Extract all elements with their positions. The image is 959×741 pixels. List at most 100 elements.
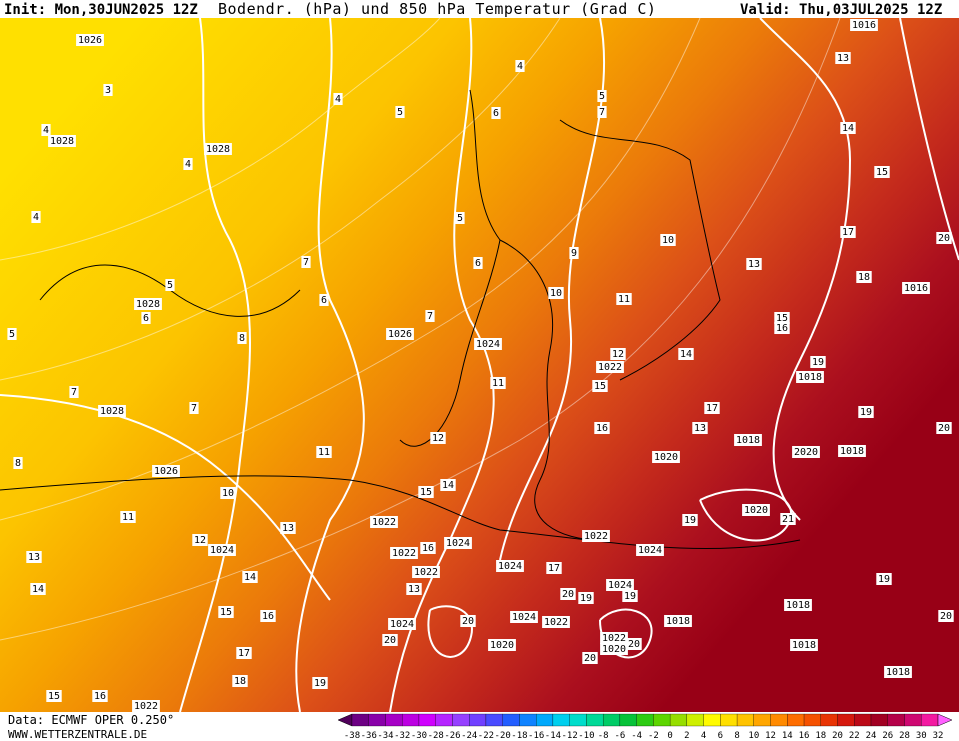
label-box xyxy=(46,690,62,702)
label-box xyxy=(560,588,576,600)
contour-label: 1024 xyxy=(638,545,662,556)
label-box xyxy=(7,328,17,340)
colorbar-box xyxy=(753,713,771,727)
colorbar-arrow-high xyxy=(937,713,953,727)
colorbar-label: -32 xyxy=(394,731,410,741)
colorbar-label: -18 xyxy=(511,731,527,741)
contour-label: 6 xyxy=(321,295,327,306)
label-box xyxy=(455,212,465,224)
colorbar-label: -8 xyxy=(598,731,609,741)
contour-label: 16 xyxy=(262,611,274,622)
website: WWW.WETTERZENTRALE.DE xyxy=(8,728,147,741)
label-box xyxy=(460,615,476,627)
contour-label: 1018 xyxy=(792,640,816,651)
contour-label: 20 xyxy=(584,653,596,664)
label-box xyxy=(316,446,332,458)
colorbar-box xyxy=(552,713,570,727)
colorbar-box xyxy=(669,713,688,727)
colorbar-box xyxy=(921,713,939,727)
contour-label: 1018 xyxy=(666,616,690,627)
colorbar-box xyxy=(385,713,403,727)
contour-label: 7 xyxy=(303,257,309,268)
contour-label: 1016 xyxy=(852,20,876,31)
contour-label: 1020 xyxy=(744,505,768,516)
colorbar-box xyxy=(435,713,453,727)
contour-label: 1028 xyxy=(136,299,160,310)
contour-label: 1022 xyxy=(602,633,626,644)
colorbar-box xyxy=(402,713,420,727)
colorbar-label: -4 xyxy=(631,731,642,741)
contour-label: 1024 xyxy=(498,561,522,572)
label-box xyxy=(626,638,642,650)
contour-label: 1022 xyxy=(392,548,416,559)
colorbar-box xyxy=(770,713,788,727)
label-box xyxy=(237,332,247,344)
colorbar-label: 28 xyxy=(899,731,910,741)
label-box xyxy=(280,522,296,534)
label-box xyxy=(810,356,826,368)
colorbar-label: 16 xyxy=(799,731,810,741)
label-box xyxy=(600,643,628,655)
contour-label: 1022 xyxy=(372,517,396,528)
label-box xyxy=(76,34,104,46)
colorbar-label: -38 xyxy=(344,731,360,741)
contour-label: 5 xyxy=(9,329,15,340)
label-box xyxy=(220,487,236,499)
label-box xyxy=(41,124,51,136)
contour-label: 1018 xyxy=(886,667,910,678)
label-box xyxy=(542,616,570,628)
colorbar-label: -16 xyxy=(528,731,544,741)
label-box xyxy=(134,298,162,310)
label-box xyxy=(600,632,628,644)
contour-label: 1026 xyxy=(154,466,178,477)
colorbar-box xyxy=(619,713,637,727)
label-box xyxy=(418,486,434,498)
contour-label: 1022 xyxy=(598,362,622,373)
colorbar-label: 10 xyxy=(748,731,759,741)
colorbar-box xyxy=(586,713,604,727)
contour-label: 13 xyxy=(748,259,760,270)
contour-label: 19 xyxy=(624,591,636,602)
label-box xyxy=(784,599,812,611)
label-box xyxy=(388,618,416,630)
label-box xyxy=(597,90,607,102)
contour-label: 1024 xyxy=(608,580,632,591)
contour-label: 5 xyxy=(457,213,463,224)
contour-label: 19 xyxy=(684,515,696,526)
contour-label: 10 xyxy=(222,488,234,499)
contour-label: 1016 xyxy=(904,283,928,294)
label-box xyxy=(774,322,790,334)
label-box xyxy=(232,675,248,687)
contour-label: 18 xyxy=(858,272,870,283)
contour-label: 5 xyxy=(599,91,605,102)
label-box xyxy=(884,666,912,678)
contour-label: 16 xyxy=(94,691,106,702)
label-box xyxy=(236,647,252,659)
label-box xyxy=(103,84,113,96)
contour-label: 20 xyxy=(940,611,952,622)
contour-label: 11 xyxy=(618,294,630,305)
label-box xyxy=(31,211,41,223)
label-box xyxy=(592,380,608,392)
label-box xyxy=(678,348,694,360)
colorbar-label: 4 xyxy=(701,731,706,741)
label-box xyxy=(874,166,890,178)
colorbar-box xyxy=(469,713,487,727)
colorbar-box xyxy=(602,713,621,727)
data-source: Data: ECMWF OPER 0.250° xyxy=(8,713,174,727)
label-box xyxy=(333,93,343,105)
colorbar-box xyxy=(787,713,805,727)
label-box xyxy=(510,611,538,623)
label-box xyxy=(936,232,952,244)
contour-label: 4 xyxy=(43,125,49,136)
colorbar-box xyxy=(368,713,386,727)
colorbar-label: 8 xyxy=(734,731,739,741)
contour-label: 15 xyxy=(776,313,788,324)
contour-label: 11 xyxy=(122,512,134,523)
label-box xyxy=(902,282,930,294)
contour-label: 16 xyxy=(776,323,788,334)
label-box xyxy=(838,445,866,457)
init-time: Init: Mon,30JUN2025 12Z xyxy=(4,2,198,18)
contour-label: 1024 xyxy=(390,619,414,630)
contour-label: 2020 xyxy=(794,447,818,458)
